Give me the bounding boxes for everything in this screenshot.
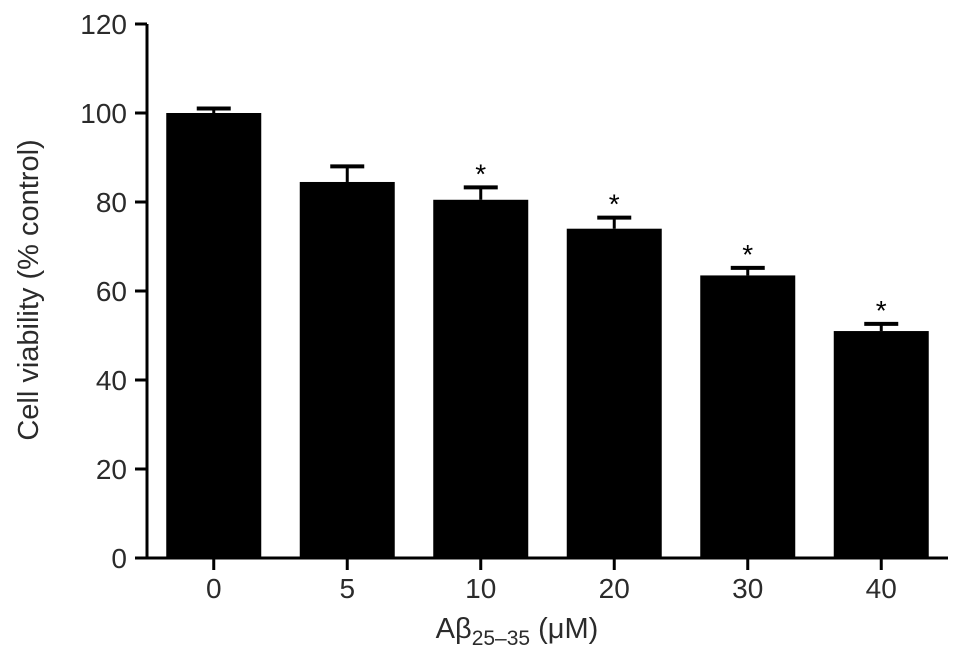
y-tick-label: 120	[80, 9, 127, 40]
x-axis-title: Aβ25–35 (μM)	[436, 613, 599, 650]
x-tick-label: 10	[465, 573, 496, 604]
bar-0	[166, 113, 262, 558]
x-tick-label: 0	[206, 573, 222, 604]
bar-20	[566, 228, 662, 558]
x-tick-label: 30	[732, 573, 763, 604]
bar-10	[433, 199, 529, 558]
x-tick-label: 40	[866, 573, 897, 604]
plot-area: * * * *	[166, 106, 929, 558]
x-tick-label: 20	[599, 573, 630, 604]
x-axis-title-subscript: 25–35	[472, 627, 530, 650]
significance-marker: *	[609, 189, 620, 220]
y-tick-label: 0	[111, 543, 127, 574]
y-tick-label: 40	[96, 365, 127, 396]
y-axis-ticks: 0 20 40 60 80 100 120	[80, 9, 147, 574]
significance-marker: *	[475, 158, 486, 189]
x-axis-title-prefix: Aβ	[436, 613, 472, 645]
y-tick-label: 80	[96, 187, 127, 218]
bar-40	[833, 331, 929, 558]
x-axis-ticks: 0 5 10 20 30 40	[206, 558, 897, 604]
y-tick-label: 60	[96, 276, 127, 307]
significance-marker: *	[742, 239, 753, 270]
y-tick-label: 20	[96, 454, 127, 485]
y-axis-title: Cell viability (% control)	[13, 139, 45, 440]
bar-5	[299, 181, 395, 558]
bar-30	[700, 275, 796, 558]
significance-marker: *	[876, 295, 887, 326]
x-axis-title-suffix: (μM)	[530, 613, 598, 645]
y-tick-label: 100	[80, 98, 127, 129]
x-tick-label: 5	[339, 573, 355, 604]
